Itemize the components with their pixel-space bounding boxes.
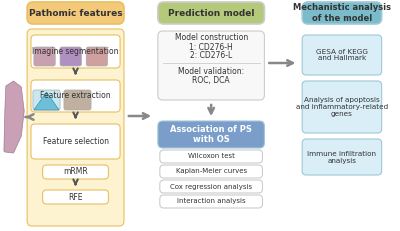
Text: GESA of KEGG
and Hallmark: GESA of KEGG and Hallmark	[316, 49, 368, 61]
FancyBboxPatch shape	[34, 47, 55, 66]
FancyBboxPatch shape	[302, 2, 382, 24]
Text: Kaplan-Meier curves: Kaplan-Meier curves	[176, 168, 247, 174]
FancyBboxPatch shape	[160, 195, 262, 208]
Text: Immune infiltration
analysis: Immune infiltration analysis	[308, 151, 376, 164]
Text: Prediction model: Prediction model	[168, 9, 254, 18]
Text: Cox regression analysis: Cox regression analysis	[170, 183, 252, 189]
FancyBboxPatch shape	[64, 90, 91, 110]
Text: Wilcoxon test: Wilcoxon test	[188, 154, 234, 159]
FancyBboxPatch shape	[158, 2, 264, 24]
FancyBboxPatch shape	[27, 2, 124, 24]
Polygon shape	[34, 92, 59, 110]
FancyBboxPatch shape	[31, 35, 120, 68]
FancyBboxPatch shape	[86, 47, 108, 66]
Polygon shape	[4, 81, 24, 153]
FancyBboxPatch shape	[31, 80, 120, 112]
Text: RFE: RFE	[68, 192, 83, 201]
FancyBboxPatch shape	[158, 31, 264, 100]
Text: Feature extraction: Feature extraction	[40, 91, 111, 100]
FancyBboxPatch shape	[43, 190, 108, 204]
FancyBboxPatch shape	[33, 90, 60, 110]
FancyBboxPatch shape	[160, 180, 262, 193]
Text: Pathomic features: Pathomic features	[29, 9, 122, 18]
Text: Model validation:: Model validation:	[178, 67, 244, 76]
Text: Association of PS
with OS: Association of PS with OS	[170, 125, 252, 144]
Text: Mechanistic analysis
of the model: Mechanistic analysis of the model	[293, 3, 391, 23]
FancyBboxPatch shape	[302, 81, 382, 133]
Text: 1: CD276-H: 1: CD276-H	[189, 43, 233, 52]
FancyBboxPatch shape	[302, 139, 382, 175]
FancyBboxPatch shape	[27, 29, 124, 226]
Text: Model construction: Model construction	[174, 33, 248, 43]
Text: ROC, DCA: ROC, DCA	[192, 76, 230, 85]
FancyBboxPatch shape	[160, 150, 262, 163]
FancyBboxPatch shape	[43, 165, 108, 179]
Text: Interaction analysis: Interaction analysis	[177, 198, 246, 204]
FancyBboxPatch shape	[60, 47, 81, 66]
FancyBboxPatch shape	[302, 35, 382, 75]
Text: Feature selection: Feature selection	[42, 137, 108, 146]
FancyBboxPatch shape	[31, 124, 120, 159]
Text: Analysis of apoptosis
and inflammatory-related
genes: Analysis of apoptosis and inflammatory-r…	[296, 97, 388, 117]
FancyBboxPatch shape	[160, 165, 262, 178]
Text: mRMR: mRMR	[63, 167, 88, 176]
Text: Imagine segmentation: Imagine segmentation	[32, 47, 119, 56]
Text: 2: CD276-L: 2: CD276-L	[190, 52, 232, 61]
FancyBboxPatch shape	[158, 121, 264, 148]
